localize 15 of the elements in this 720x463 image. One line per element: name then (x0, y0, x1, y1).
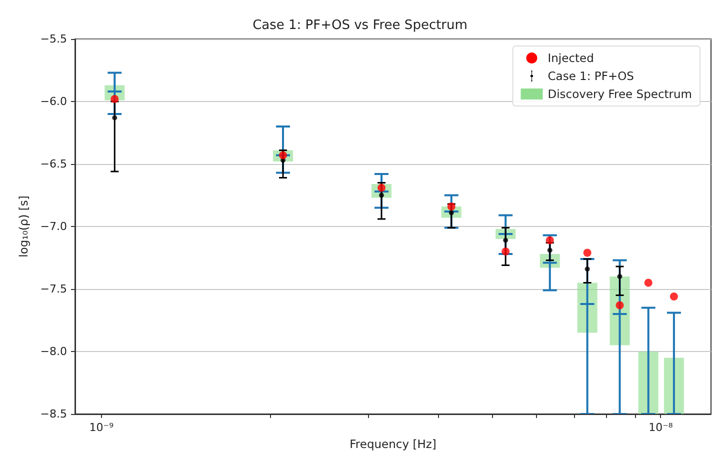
legend-label: Injected (548, 51, 594, 65)
y-axis-title: log₁₀(ρ) [s] (16, 196, 30, 258)
y-tick-label: −7.0 (40, 220, 67, 233)
chart-title: Case 1: PF+OS vs Free Spectrum (252, 18, 468, 33)
legend-label: Case 1: PF+OS (548, 69, 634, 83)
y-tick-label: −7.5 (40, 282, 67, 296)
x-axis-title: Frequency [Hz] (350, 437, 436, 451)
y-tick-label: −6.5 (40, 158, 67, 170)
y-tick-label: −8.0 (40, 345, 67, 358)
legend-label: Discovery Free Spectrum (548, 87, 692, 101)
x-tick-label: 10⁻⁹ (89, 421, 114, 434)
x-tick-label: 10⁻⁸ (648, 421, 674, 434)
y-tick-label: −8.5 (40, 408, 67, 420)
y-tick-label: −5.5 (40, 32, 67, 46)
y-tick-label: −6.0 (40, 95, 67, 108)
